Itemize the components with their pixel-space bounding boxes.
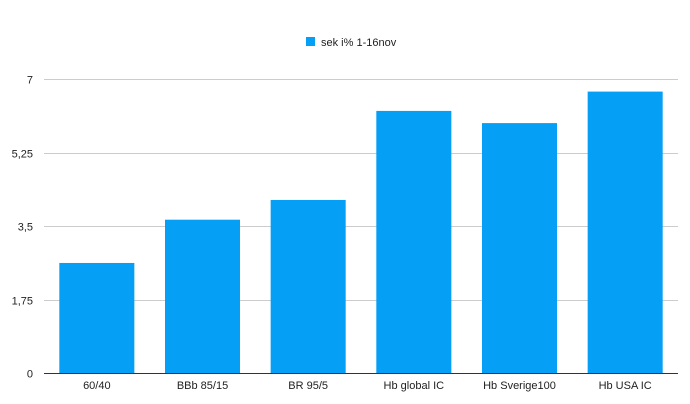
y-tick-label: 0 bbox=[27, 369, 33, 381]
x-tick-label: BBb 85/15 bbox=[177, 380, 228, 392]
legend-label: sek i% 1-16nov bbox=[321, 37, 397, 49]
x-axis-tick-labels: 60/40 BBb 85/15 BR 95/5 Hb global IC Hb Sver… bbox=[83, 380, 652, 392]
x-tick-label: 60/40 bbox=[83, 380, 111, 392]
y-tick-label: 5,25 bbox=[12, 149, 33, 161]
y-tick-label: 3,5 bbox=[18, 222, 33, 234]
bar bbox=[376, 110, 452, 374]
gridlines bbox=[44, 79, 678, 374]
x-tick-label: BR 95/5 bbox=[288, 380, 328, 392]
bar bbox=[270, 199, 346, 373]
y-tick-label: 1,75 bbox=[12, 296, 33, 308]
x-tick-label: Hb Sverige100 bbox=[483, 380, 556, 392]
y-axis-tick-labels: 0 1,75 3,5 5,25 7 bbox=[12, 75, 33, 381]
x-tick-label: Hb USA IC bbox=[599, 380, 652, 392]
bar bbox=[587, 91, 663, 373]
legend: sek i% 1-16nov bbox=[306, 37, 397, 49]
bar bbox=[59, 262, 135, 373]
bar bbox=[164, 219, 241, 373]
bars bbox=[59, 91, 663, 374]
legend-swatch bbox=[306, 37, 315, 46]
y-tick-label: 7 bbox=[27, 75, 33, 87]
bar bbox=[481, 123, 558, 373]
x-tick-label: Hb global IC bbox=[384, 380, 445, 392]
